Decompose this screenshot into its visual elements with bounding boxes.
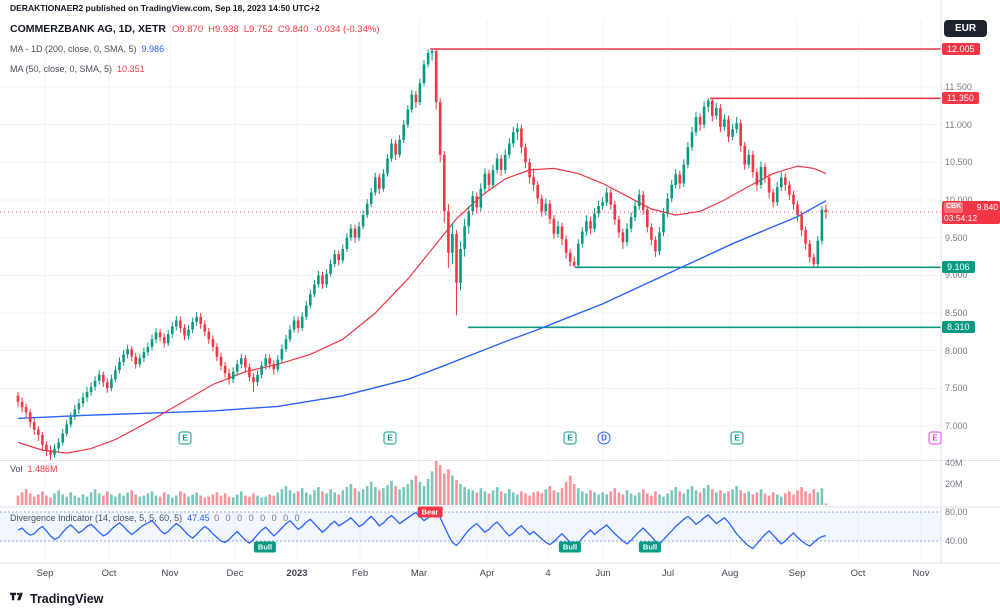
bull-marker: Bull bbox=[638, 541, 662, 553]
price-scale-tick: 8.500 bbox=[945, 307, 968, 318]
divergence-line bbox=[17, 511, 827, 550]
time-axis-label: 4 bbox=[545, 568, 551, 579]
tradingview-logo-icon bbox=[8, 588, 25, 610]
divergence-title: Divergence Indicator (14, close, 5, 5, 6… bbox=[10, 513, 183, 523]
ma200-line bbox=[17, 200, 827, 420]
price-scale-tick: 10.000 bbox=[945, 195, 973, 205]
earnings-badge[interactable]: E bbox=[730, 431, 744, 445]
time-axis-label: Dec bbox=[226, 568, 244, 579]
price-scale-tick: 10.500 bbox=[945, 157, 973, 168]
time-axis-label: Feb bbox=[351, 568, 369, 579]
ma200-label: MA - 1D (200, close, 0, SMA, 5) bbox=[10, 44, 137, 54]
price-scale-tick: 8.000 bbox=[945, 345, 968, 356]
price-scale-tick: 11.500 bbox=[945, 82, 972, 93]
time-axis-label: Apr bbox=[479, 568, 495, 579]
bull-marker: Bull bbox=[558, 541, 582, 553]
earnings-badge[interactable]: E bbox=[563, 431, 577, 445]
last-price-value: 9.840 bbox=[976, 202, 998, 213]
bear-marker: Bear bbox=[417, 506, 443, 518]
currency-toggle-button[interactable]: EUR bbox=[944, 20, 988, 37]
divergence-legend-row: Divergence Indicator (14, close, 5, 5, 6… bbox=[10, 508, 302, 526]
time-axis-label: Nov bbox=[912, 568, 930, 579]
candles bbox=[16, 49, 828, 460]
time-axis-label: Jul bbox=[661, 568, 675, 579]
price-scale-tick: 7.500 bbox=[945, 383, 968, 394]
price-scale-tick: 9.500 bbox=[945, 232, 968, 243]
time-axis-label: Oct bbox=[101, 568, 117, 579]
price-scale-tick: 11.000 bbox=[945, 119, 972, 130]
divergence-value: 47.45 bbox=[187, 513, 210, 523]
time-axis-label: Aug bbox=[721, 568, 739, 579]
symbol-chip: CBK bbox=[944, 202, 964, 213]
footer: TradingView bbox=[8, 588, 103, 610]
event-badge[interactable]: E bbox=[928, 431, 942, 445]
price-level-badge: 9.106 bbox=[942, 261, 975, 274]
time-axis-label: Sep bbox=[788, 568, 806, 579]
ma50-value: 10.351 bbox=[117, 64, 145, 74]
time-axis-label: Oct bbox=[850, 568, 866, 579]
indicator-scale-tick: 80.00 bbox=[945, 507, 968, 517]
price-scale-tick: 7.000 bbox=[945, 420, 968, 431]
ma50-label: MA (50, close, 0, SMA, 5) bbox=[10, 64, 113, 74]
change-value: -0.034 (-0.34%) bbox=[313, 24, 380, 35]
grid bbox=[0, 20, 941, 563]
divergence-extra-values: 0 0 0 0 0 0 0 0 bbox=[214, 513, 302, 523]
ma50-legend-row: MA (50, close, 0, SMA, 5) 10.351 bbox=[10, 59, 384, 77]
open-value: O9.870 bbox=[171, 24, 204, 35]
ma200-legend-row: MA - 1D (200, close, 0, SMA, 5) 9.986 bbox=[10, 39, 384, 57]
symbol-title: COMMERZBANK AG, 1D, XETR bbox=[10, 23, 166, 35]
time-axis[interactable]: Sep Oct Nov Dec 2023 Feb Mar Apr 4 Jun Jul Aug Sep Oc… bbox=[0, 563, 1000, 587]
volume-bars bbox=[16, 460, 828, 506]
chart-legend: DERAKTIONAER2 published on TradingView.c… bbox=[10, 3, 384, 79]
high-value: H9.938 bbox=[208, 24, 239, 35]
ma200-value: 9.986 bbox=[141, 44, 165, 54]
price-level-badge: 12.005 bbox=[942, 42, 980, 55]
bar-countdown: 03:54:12 bbox=[944, 212, 978, 223]
time-axis-label: Mar bbox=[410, 568, 428, 579]
published-line: DERAKTIONAER2 published on TradingView.c… bbox=[10, 3, 320, 13]
volume-scale-tick: 40M bbox=[945, 458, 963, 468]
time-axis-label: Jun bbox=[595, 568, 611, 579]
ma50-line bbox=[17, 165, 827, 454]
price-scale-tick: 9.000 bbox=[945, 270, 968, 281]
volume-value: 1.486M bbox=[27, 464, 58, 474]
dividend-badge[interactable]: D bbox=[597, 431, 611, 445]
time-axis-label: Nov bbox=[161, 568, 179, 579]
close-value: C9.840 bbox=[277, 24, 309, 35]
earnings-badge[interactable]: E bbox=[178, 431, 192, 445]
volume-label: Vol bbox=[10, 464, 23, 474]
price-level-badge: 11.350 bbox=[942, 92, 979, 105]
tradingview-wordmark: TradingView bbox=[30, 592, 104, 606]
volume-scale-tick: 20M bbox=[945, 479, 963, 489]
time-axis-label: 2023 bbox=[286, 568, 308, 579]
low-value: L9.752 bbox=[243, 24, 273, 35]
volume-legend-row: Vol 1.486M bbox=[10, 459, 58, 477]
indicator-scale-tick: 40.00 bbox=[945, 536, 968, 546]
time-axis-label: Sep bbox=[36, 568, 54, 579]
symbol-row: COMMERZBANK AG, 1D, XETR O9.870 H9.938 L9.7… bbox=[10, 19, 384, 37]
earnings-badge[interactable]: E bbox=[383, 431, 397, 445]
price-level-badge: 8.310 bbox=[942, 321, 975, 334]
bull-marker: Bull bbox=[253, 541, 277, 553]
last-price-badge: CBK 9.840 03:54:12 bbox=[942, 201, 1000, 225]
